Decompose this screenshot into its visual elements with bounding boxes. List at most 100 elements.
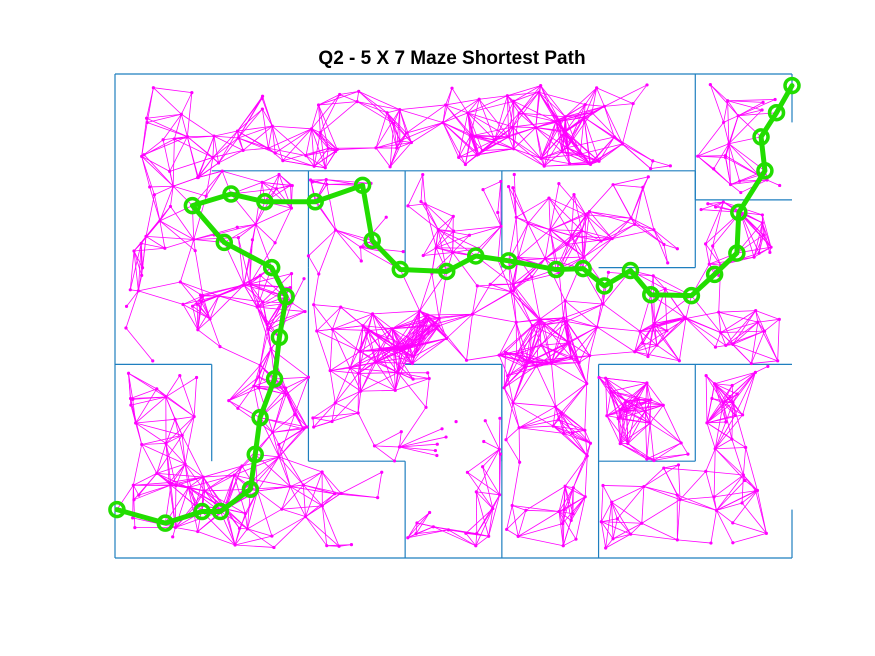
roadmap-node <box>152 193 157 197</box>
roadmap-edge <box>507 354 517 376</box>
roadmap-node <box>302 277 306 281</box>
roadmap-edge <box>654 316 685 324</box>
roadmap-node <box>557 418 561 422</box>
roadmap-edge <box>237 96 263 132</box>
roadmap-edge <box>413 318 430 357</box>
path-node <box>547 260 565 279</box>
roadmap-node <box>277 455 281 459</box>
roadmap-edge <box>221 170 232 195</box>
roadmap-edge <box>145 194 155 237</box>
roadmap-edge <box>617 382 648 419</box>
roadmap-node <box>164 395 168 399</box>
roadmap-edge <box>525 485 566 511</box>
roadmap-edge <box>193 239 225 243</box>
roadmap-edge <box>506 510 527 530</box>
roadmap-edge <box>172 139 175 187</box>
roadmap-edge <box>446 338 467 361</box>
roadmap-node <box>645 381 649 385</box>
roadmap-node <box>257 375 261 379</box>
roadmap-edge <box>646 382 664 406</box>
roadmap-edge <box>137 243 142 291</box>
roadmap-edge <box>415 512 430 534</box>
roadmap-node <box>778 183 782 188</box>
roadmap-edge <box>393 123 412 143</box>
roadmap-edge <box>197 162 219 178</box>
roadmap-node <box>633 350 637 354</box>
roadmap-node <box>717 310 721 314</box>
roadmap-edge <box>498 325 533 356</box>
roadmap-edge <box>349 367 362 392</box>
roadmap-node <box>131 397 135 401</box>
roadmap-edge <box>656 344 680 362</box>
roadmap-edge <box>393 123 398 149</box>
path-node <box>262 258 281 277</box>
roadmap-node <box>723 154 728 158</box>
roadmap-node <box>236 236 240 240</box>
roadmap-node <box>374 360 378 364</box>
roadmap-node <box>316 103 321 107</box>
roadmap-node <box>562 508 566 512</box>
roadmap-node <box>324 178 328 182</box>
roadmap-edge <box>141 434 183 445</box>
roadmap-edge <box>566 230 583 245</box>
roadmap-edge <box>563 432 591 444</box>
roadmap-edge <box>442 88 453 123</box>
roadmap-node <box>611 183 615 187</box>
roadmap-node <box>129 403 133 407</box>
roadmap-edge <box>646 442 682 460</box>
roadmap-edge <box>714 372 756 385</box>
roadmap-edge <box>379 347 414 380</box>
roadmap-node <box>315 329 319 333</box>
roadmap-edge <box>244 513 248 529</box>
roadmap-edge <box>498 322 517 356</box>
roadmap-edge <box>399 109 444 124</box>
roadmap-edge <box>720 330 765 334</box>
roadmap-node <box>220 169 224 173</box>
roadmap-edge <box>617 418 629 444</box>
roadmap-edge <box>712 245 722 266</box>
roadmap-node <box>676 463 681 467</box>
roadmap-edge <box>424 203 437 248</box>
roadmap-edge <box>411 122 444 143</box>
roadmap-edge <box>644 399 652 412</box>
roadmap-edge <box>734 372 756 416</box>
roadmap-node <box>235 225 239 229</box>
roadmap-node <box>284 386 288 390</box>
roadmap-node <box>392 346 396 351</box>
roadmap-edge <box>653 229 665 245</box>
roadmap-edge <box>572 432 591 444</box>
roadmap-edge <box>742 372 756 415</box>
roadmap-node <box>549 361 554 365</box>
roadmap-edge <box>399 443 438 448</box>
roadmap-node <box>242 283 246 287</box>
roadmap-node <box>481 187 485 192</box>
roadmap-edge <box>476 491 500 496</box>
roadmap-edge <box>262 108 273 127</box>
roadmap-edge <box>572 496 586 514</box>
roadmap-edge <box>713 448 716 497</box>
roadmap-edge <box>181 416 195 436</box>
roadmap-node <box>512 147 516 151</box>
roadmap-node <box>325 544 329 548</box>
roadmap-edge <box>358 91 394 124</box>
roadmap-edge <box>313 304 318 332</box>
roadmap-edge <box>590 143 623 165</box>
roadmap-edge <box>596 87 605 107</box>
roadmap-edge <box>566 321 598 328</box>
roadmap-node <box>334 228 338 232</box>
roadmap-node <box>606 270 611 274</box>
roadmap-edge <box>415 522 418 534</box>
roadmap-edge <box>642 176 649 188</box>
roadmap-edge <box>605 538 614 549</box>
roadmap-node <box>250 238 255 242</box>
roadmap-edge <box>360 372 399 392</box>
roadmap-edge <box>375 140 400 149</box>
roadmap-edge <box>685 318 716 348</box>
roadmap-edge <box>713 496 717 511</box>
roadmap-edge <box>543 121 557 167</box>
roadmap-edge <box>375 109 401 149</box>
roadmap-node <box>584 213 588 217</box>
roadmap-edge <box>711 398 724 404</box>
roadmap-edge <box>392 324 432 330</box>
roadmap-node <box>355 99 359 104</box>
